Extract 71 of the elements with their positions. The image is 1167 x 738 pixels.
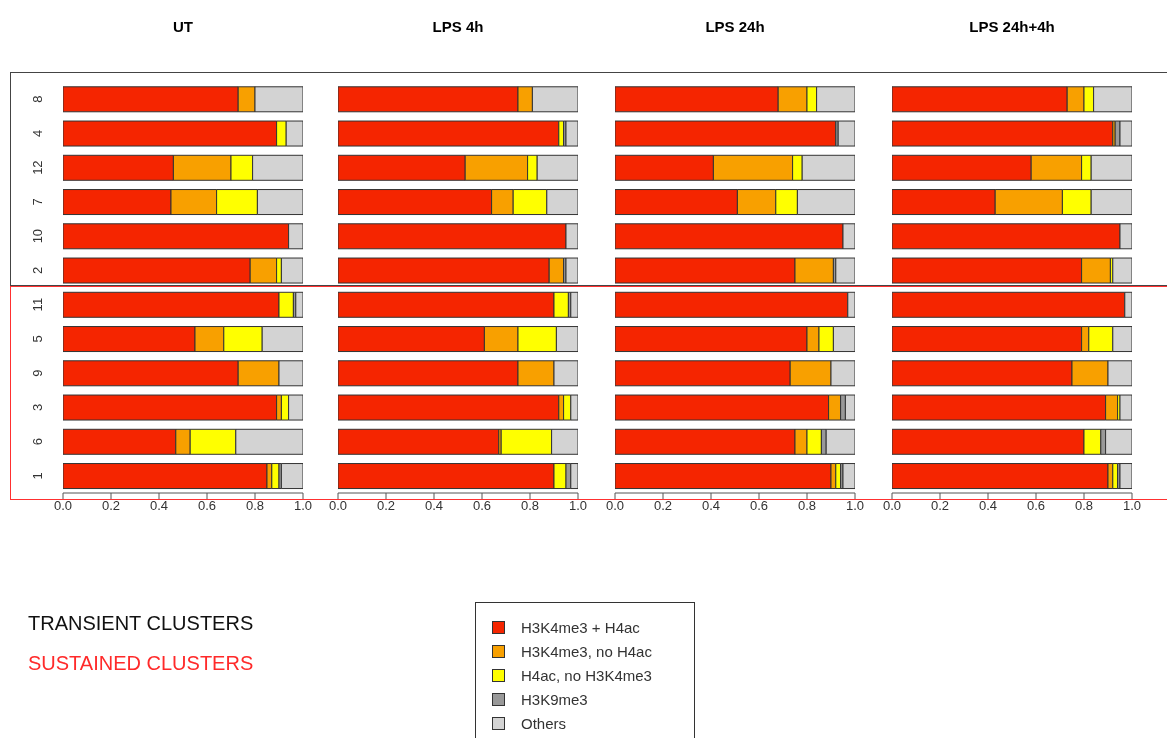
bar [892,120,1114,147]
y-tick-label: 7 [29,198,45,206]
bar [842,463,855,490]
legend-label: H4ac, no H3K4me3 [521,666,652,684]
x-tick-label: 0.4 [424,498,444,514]
bar [565,120,578,147]
x-tick-label: 0.8 [520,498,540,514]
x-tick-label: 0.6 [472,498,492,514]
chart-title: LPS 24h [704,18,766,35]
bar [892,463,1109,490]
bar [63,394,278,421]
bar [338,428,500,455]
x-tick-label: 0.4 [978,498,998,514]
bar [338,120,560,147]
bar [280,463,303,490]
x-tick-label: 0.4 [149,498,169,514]
x-tick-label: 0.2 [101,498,121,514]
y-tick-label: 9 [29,369,45,377]
x-tick-label: 0.8 [797,498,817,514]
x-tick-label: 1.0 [845,498,865,514]
y-tick-label: 5 [29,335,45,343]
x-tick-label: 0.2 [376,498,396,514]
x-tick-label: 0.6 [749,498,769,514]
x-tick-label: 0.6 [197,498,217,514]
legend-label: H3K4me3, no H4ac [521,642,652,660]
chart-title: LPS 24h+4h [968,18,1056,35]
bar [835,257,855,284]
x-tick-label: 0.2 [930,498,950,514]
bar [570,291,578,318]
bar [844,394,855,421]
chart-title: UT [172,18,194,35]
y-tick-label: 3 [29,403,45,411]
bar [615,120,837,147]
y-tick-label: 1 [29,472,45,480]
y-tick-label: 11 [29,297,45,312]
y-tick-label: 2 [29,266,45,274]
x-tick-label: 0.2 [653,498,673,514]
bar [1119,463,1132,490]
bar [1112,257,1132,284]
legend-label: H3K9me3 [521,690,588,708]
bar [280,257,303,284]
chart-title: LPS 4h [431,18,485,35]
x-tick-label: 0.8 [1074,498,1094,514]
bar [565,257,578,284]
bar [295,291,303,318]
bar [1119,394,1132,421]
legend-label: Others [521,714,567,732]
x-tick-label: 1.0 [568,498,588,514]
x-tick-label: 1.0 [1122,498,1142,514]
x-tick-label: 1.0 [293,498,313,514]
x-tick-label: 0.8 [245,498,265,514]
x-tick-label: 0.0 [53,498,73,514]
x-tick-label: 0.6 [1026,498,1046,514]
x-tick-label: 0.0 [882,498,902,514]
y-tick-label: 12 [29,160,45,175]
x-tick-label: 0.0 [328,498,348,514]
y-tick-label: 10 [29,228,45,244]
text: SUSTAINED CLUSTERS [28,652,254,675]
x-tick-label: 0.4 [701,498,721,514]
legend-label: H3K4me3 + H4ac [521,618,640,636]
x-tick-label: 0.0 [605,498,625,514]
bar [837,120,855,147]
y-tick-label: 4 [29,129,45,137]
bar [63,463,268,490]
text: TRANSIENT CLUSTERS [28,612,254,635]
bar [825,428,855,455]
bar [1119,120,1132,147]
y-tick-label: 8 [29,95,45,103]
y-tick-label: 6 [29,438,45,446]
bar [338,394,560,421]
bar [615,463,832,490]
